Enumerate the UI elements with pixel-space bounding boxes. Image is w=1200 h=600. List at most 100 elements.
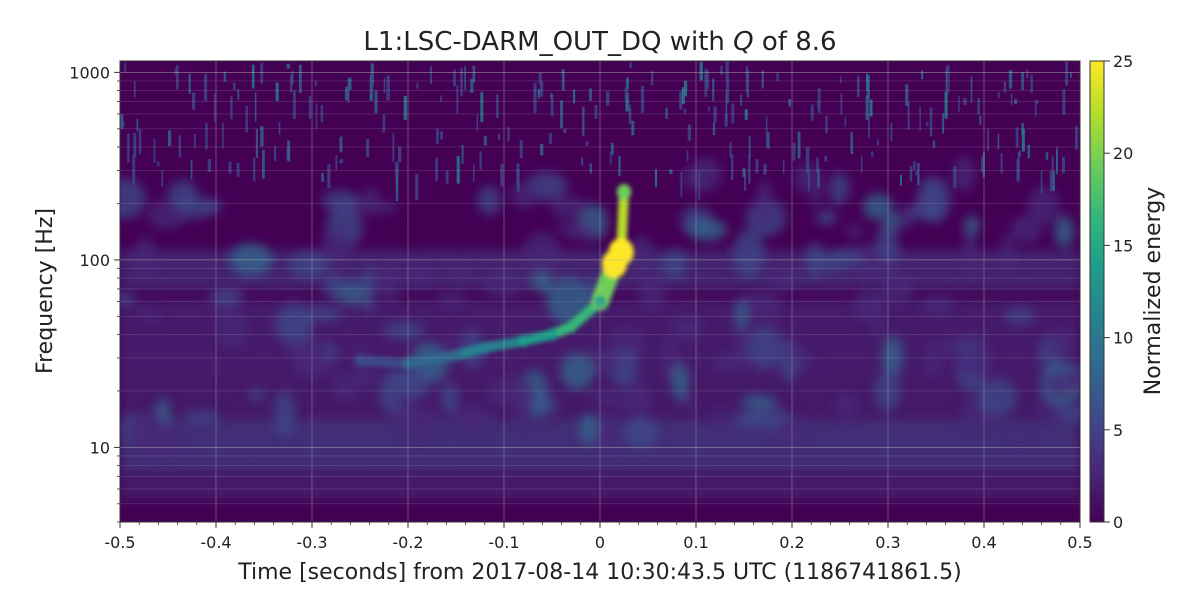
signal-point bbox=[616, 184, 632, 201]
texture-streak bbox=[724, 114, 728, 127]
colorbar-tick-label: 5 bbox=[1113, 421, 1123, 440]
texture-blob bbox=[627, 235, 656, 277]
y-axis-label: Frequency [Hz] bbox=[33, 208, 58, 374]
texture-streak bbox=[193, 133, 196, 148]
texture-streak bbox=[679, 91, 683, 110]
texture-streak bbox=[464, 66, 466, 90]
texture-streak bbox=[479, 151, 482, 170]
texture-streak bbox=[725, 90, 728, 119]
texture-streak bbox=[136, 118, 139, 132]
texture-blob bbox=[451, 260, 472, 285]
texture-streak bbox=[585, 141, 589, 146]
texture-blob bbox=[437, 292, 465, 308]
texture-streak bbox=[440, 95, 443, 102]
texture-streak bbox=[866, 73, 869, 91]
signal-point bbox=[608, 238, 634, 267]
texture-streak bbox=[743, 171, 747, 191]
texture-streak bbox=[347, 78, 350, 103]
texture-streak bbox=[618, 155, 621, 176]
texture-streak bbox=[720, 65, 723, 75]
texture-streak bbox=[370, 73, 374, 96]
texture-streak bbox=[776, 73, 779, 81]
y-tick-label: 10 bbox=[90, 438, 110, 457]
texture-blob bbox=[712, 352, 748, 372]
x-tick-label: -0.1 bbox=[488, 533, 519, 552]
texture-streak bbox=[308, 95, 312, 120]
texture-streak bbox=[958, 95, 960, 113]
texture-streak bbox=[905, 84, 909, 106]
texture-streak bbox=[629, 104, 632, 122]
texture-streak bbox=[253, 157, 256, 182]
texture-streak bbox=[917, 162, 920, 186]
texture-blob bbox=[624, 417, 659, 449]
x-axis-label: Time [seconds] from 2017-08-14 10:30:43.… bbox=[237, 560, 961, 585]
texture-blob bbox=[1035, 399, 1060, 421]
x-tick-label: 0 bbox=[595, 533, 605, 552]
texture-streak bbox=[456, 156, 460, 184]
texture-streak bbox=[436, 129, 439, 144]
texture-streak bbox=[929, 107, 933, 137]
texture-streak bbox=[945, 66, 948, 97]
texture-streak bbox=[844, 117, 847, 127]
texture-streak bbox=[1030, 74, 1033, 93]
texture-streak bbox=[550, 93, 553, 99]
texture-streak bbox=[1069, 71, 1072, 78]
texture-streak bbox=[816, 157, 819, 174]
texture-streak bbox=[865, 95, 869, 121]
texture-streak bbox=[683, 108, 687, 114]
texture-streak bbox=[840, 93, 843, 115]
texture-streak bbox=[1021, 128, 1025, 152]
texture-blob bbox=[292, 341, 331, 378]
texture-streak bbox=[133, 132, 137, 157]
texture-streak bbox=[997, 133, 1000, 150]
texture-streak bbox=[788, 98, 792, 107]
texture-streak bbox=[704, 68, 708, 97]
texture-streak bbox=[970, 76, 973, 103]
texture-streak bbox=[650, 70, 654, 86]
texture-streak bbox=[942, 113, 945, 134]
texture-streak bbox=[1015, 127, 1019, 148]
texture-streak bbox=[606, 91, 610, 106]
texture-streak bbox=[472, 65, 476, 83]
texture-streak bbox=[133, 81, 136, 98]
texture-blob bbox=[676, 397, 699, 410]
colorbar-tick-label: 15 bbox=[1113, 236, 1133, 255]
texture-streak bbox=[817, 100, 821, 108]
texture-streak bbox=[223, 71, 226, 82]
x-tick-label: -0.4 bbox=[200, 533, 231, 552]
texture-blob bbox=[523, 231, 561, 277]
signal-segment bbox=[355, 355, 413, 369]
texture-blob bbox=[918, 177, 951, 223]
texture-streak bbox=[1003, 81, 1007, 93]
texture-streak bbox=[765, 116, 768, 147]
texture-streak bbox=[395, 165, 399, 191]
texture-blob bbox=[477, 186, 502, 215]
texture-blob bbox=[875, 222, 899, 266]
texture-blob bbox=[560, 352, 594, 390]
texture-streak bbox=[204, 74, 208, 101]
texture-blob bbox=[590, 414, 618, 454]
texture-streak bbox=[539, 81, 544, 97]
texture-blob bbox=[362, 267, 376, 314]
texture-streak bbox=[947, 64, 950, 93]
colorbar-tick-label: 0 bbox=[1113, 513, 1123, 532]
texture-streak bbox=[382, 114, 386, 133]
texture-streak bbox=[1014, 99, 1017, 104]
texture-blob bbox=[134, 236, 157, 279]
texture-streak bbox=[625, 92, 629, 112]
signal-point bbox=[450, 349, 462, 362]
x-tick-label: 0.1 bbox=[683, 533, 708, 552]
texture-streak bbox=[327, 164, 331, 189]
texture-streak bbox=[507, 127, 510, 142]
texture-streak bbox=[205, 123, 208, 150]
texture-streak bbox=[745, 66, 749, 93]
texture-streak bbox=[1065, 61, 1068, 86]
texture-streak bbox=[725, 77, 730, 104]
texture-streak bbox=[440, 131, 443, 140]
texture-blob bbox=[1054, 215, 1075, 249]
texture-streak bbox=[1018, 150, 1021, 157]
texture-streak bbox=[915, 171, 918, 176]
texture-blob bbox=[661, 335, 677, 381]
x-axis: -0.5 -0.4 -0.3 -0.2 -0.1 0 0.1 0.2 0.3 0.4 0.5 bbox=[104, 522, 1093, 552]
